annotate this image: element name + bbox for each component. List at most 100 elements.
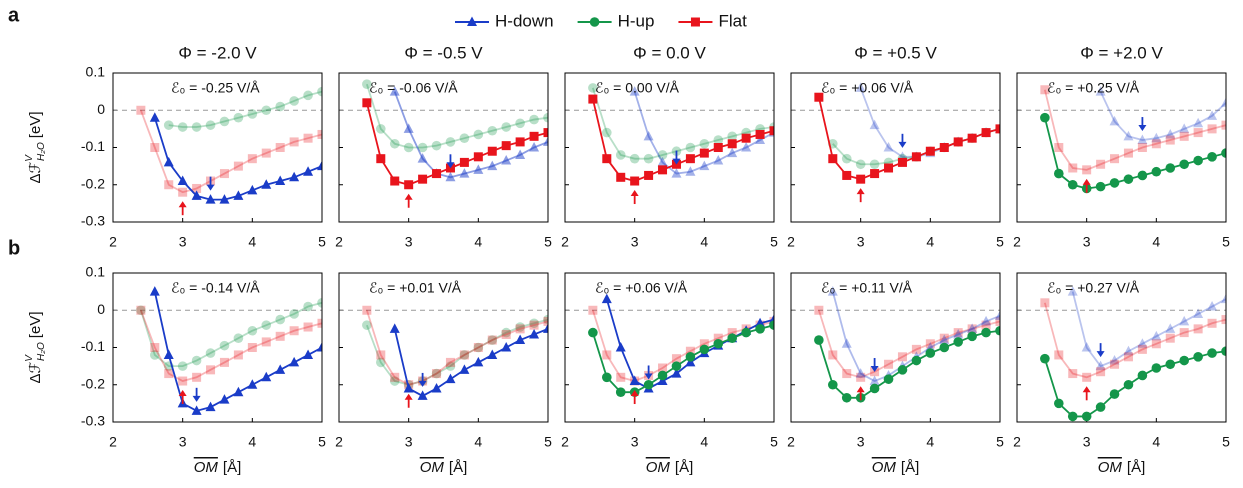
marker-triangle: [601, 293, 612, 304]
marker-triangle: [467, 16, 477, 26]
marker-triangle: [515, 149, 526, 159]
marker-circle: [473, 342, 484, 353]
arrow-head: [404, 193, 413, 200]
marker-square: [459, 157, 469, 167]
y-label-sub: H₂O: [36, 342, 47, 361]
marker-circle: [459, 133, 470, 143]
marker-square: [247, 154, 257, 164]
marker-circle: [602, 127, 612, 138]
marker-circle: [389, 376, 400, 386]
marker-square: [303, 133, 313, 143]
y-label-sup: V: [24, 354, 35, 362]
marker-square: [699, 339, 709, 349]
marker-triangle: [247, 379, 258, 389]
marker-triangle: [1193, 117, 1204, 128]
marker-circle: [727, 131, 737, 142]
marker-triangle: [389, 86, 400, 96]
marker-triangle: [149, 286, 160, 296]
arrow-head: [404, 393, 413, 400]
marker-triangle: [445, 171, 456, 182]
marker-square: [501, 329, 511, 339]
panel: 2 3 4 5 ℰ₀ = +0.11 V/Å: [787, 272, 1004, 450]
x-label-unit: [Å]: [449, 459, 467, 476]
marker-square: [543, 316, 548, 326]
x-tick-label: 2: [787, 434, 795, 450]
panel-title: Φ = +2.0 V: [1080, 43, 1163, 62]
series-line: [1043, 89, 1226, 171]
panel-frame: [338, 72, 549, 223]
marker-square: [317, 318, 322, 328]
marker-circle: [515, 322, 525, 332]
panel: Φ = -2.0 V 0.1 0 -0.1 -0.2 -0.32 3 4 5 ℰ₀ = -0.25…: [81, 43, 326, 250]
marker-square: [501, 141, 511, 151]
marker-circle: [713, 338, 724, 349]
marker-triangle: [629, 86, 640, 96]
marker-square: [206, 365, 216, 375]
annotation: ℰ₀ = +0.25 V/Å: [1047, 80, 1140, 96]
marker-circle: [1123, 379, 1134, 390]
marker-square: [616, 172, 626, 182]
marker-circle: [275, 314, 286, 325]
marker-triangle: [515, 334, 526, 345]
series-line: [605, 298, 774, 390]
marker-square: [1068, 369, 1078, 379]
arrow-head: [1138, 125, 1147, 132]
marker-triangle: [827, 286, 838, 296]
marker-square: [995, 316, 1000, 326]
x-tick-label: 3: [1083, 234, 1091, 250]
marker-circle: [981, 327, 991, 338]
marker-triangle: [205, 401, 216, 412]
marker-triangle: [755, 134, 766, 145]
series-line: [140, 309, 322, 382]
marker-square: [630, 176, 640, 186]
marker-square: [1082, 165, 1092, 175]
marker-triangle: [543, 323, 548, 333]
marker-circle: [685, 352, 696, 362]
x-tick-label: 3: [179, 234, 187, 250]
x-tick-label: 4: [700, 234, 708, 250]
marker-triangle: [459, 364, 470, 374]
marker-square: [1137, 344, 1147, 354]
marker-square: [487, 335, 497, 345]
x-tick-label: 3: [405, 434, 413, 450]
x-tick-label: 5: [770, 434, 778, 450]
panel-frame: [564, 72, 775, 223]
marker-circle: [205, 120, 216, 130]
marker-square: [842, 369, 852, 379]
marker-triangle: [869, 375, 880, 386]
marker-circle: [515, 118, 525, 129]
x-tick-label: 3: [857, 434, 865, 450]
marker-circle: [529, 318, 539, 329]
y-axis-label: ΔℱVH₂O [eV]: [24, 312, 47, 384]
marker-triangle: [1123, 130, 1134, 141]
marker-circle: [233, 112, 244, 123]
series-line: [393, 91, 548, 179]
x-tick-label: 2: [335, 434, 343, 450]
x-tick-label: 3: [631, 234, 639, 250]
marker-triangle: [1165, 323, 1176, 333]
marker-circle: [487, 125, 498, 136]
legend-label: H-up: [618, 11, 655, 30]
marker-square: [897, 352, 907, 362]
marker-circle: [1165, 359, 1176, 370]
marker-square: [939, 143, 949, 152]
marker-square: [967, 133, 977, 143]
marker-square: [828, 154, 838, 164]
arrow-head: [1082, 178, 1091, 185]
marker-circle: [487, 335, 498, 345]
x-tick-label: 2: [1013, 434, 1021, 450]
marker-triangle: [261, 179, 272, 189]
marker-square: [814, 92, 824, 102]
marker-circle: [828, 379, 838, 390]
marker-circle: [403, 142, 414, 153]
marker-triangle: [289, 356, 300, 367]
y-label-main: Δℱ: [27, 361, 44, 383]
y-tick-label: -0.2: [81, 175, 105, 191]
marker-circle: [543, 314, 548, 325]
marker-circle: [1207, 152, 1217, 162]
marker-square: [1054, 143, 1064, 152]
panel: Φ = +0.5 V 2 3 4 5 ℰ₀ = +0.06 V/Å: [787, 43, 1004, 249]
marker-triangle: [1207, 110, 1218, 120]
marker-triangle: [685, 356, 696, 367]
marker-triangle: [841, 338, 852, 348]
